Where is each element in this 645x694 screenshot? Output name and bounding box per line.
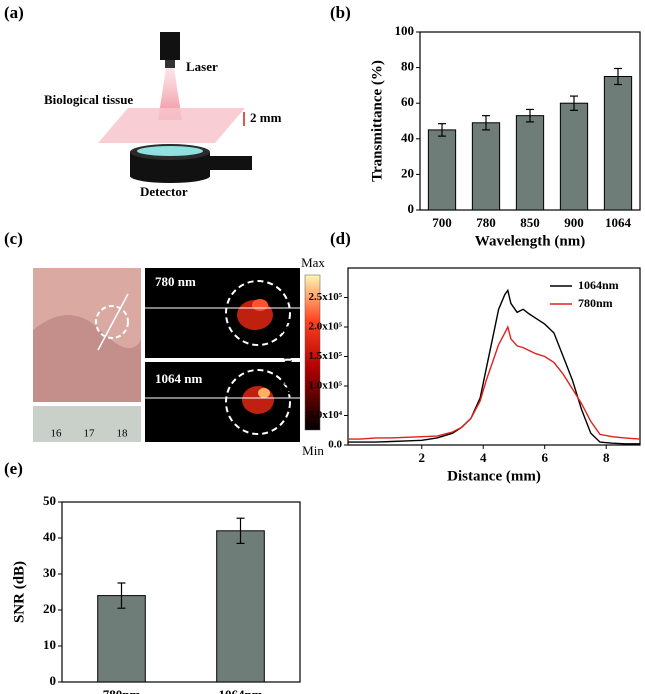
image-label: 1064 nm	[155, 371, 202, 386]
x-axis-label: Wavelength (nm)	[475, 233, 585, 249]
x-tick-label: 2	[419, 450, 426, 465]
y-tick-label: 0.0	[328, 439, 342, 451]
y-tick-label: 80	[401, 59, 414, 74]
y-axis-label: PA Intensity	[279, 317, 295, 396]
y-tick-label: 10	[43, 637, 56, 652]
x-tick-label: 780	[476, 215, 496, 230]
pa-image-780	[145, 268, 300, 358]
y-axis-label: SNR (dB)	[11, 561, 27, 623]
laser-nozzle	[165, 60, 175, 68]
signal	[258, 388, 270, 398]
legend-label: 1064nm	[578, 278, 619, 292]
laser-beam	[158, 68, 182, 120]
x-tick-label: 1064	[605, 215, 632, 230]
roi-circle	[225, 369, 291, 435]
x-tick-label: 8	[603, 450, 610, 465]
colorbar-max: Max	[301, 255, 325, 270]
bar	[603, 76, 633, 211]
y-tick-label: 40	[401, 130, 414, 145]
signal	[242, 386, 274, 414]
x-tick-label: 4	[480, 450, 487, 465]
x-axis-label: Distance (mm)	[447, 468, 541, 484]
scan-line	[97, 293, 129, 351]
x-tick-label: 1064nm	[218, 687, 262, 694]
y-tick-label: 5.0x10⁴	[308, 409, 342, 421]
y-tick-label: 0	[408, 201, 415, 216]
bar	[97, 595, 146, 683]
bar	[471, 122, 501, 211]
panel-label: (b)	[330, 3, 351, 22]
image-label: 780 nm	[155, 274, 196, 289]
detector-window	[137, 146, 203, 156]
tissue-label: Biological tissue	[44, 92, 133, 107]
ruler-tick: 17	[84, 428, 96, 440]
roi-circle	[225, 280, 291, 346]
x-tick-label: 6	[541, 450, 548, 465]
colorbar-min: Min	[302, 443, 324, 458]
y-tick-label: 2.0x10⁵	[308, 321, 342, 333]
bar	[515, 115, 545, 211]
colorbar	[304, 274, 321, 431]
detector-label: Detector	[140, 184, 188, 199]
detector-arm	[208, 156, 252, 170]
y-tick-label: 60	[401, 94, 414, 109]
roi-circle	[95, 305, 129, 339]
laser-head	[160, 32, 180, 60]
y-tick-label: 100	[395, 23, 415, 38]
panel-label: (c)	[4, 229, 23, 248]
legend-label: 780nm	[578, 296, 613, 310]
ruler-tick: 18	[117, 428, 129, 440]
detector-base	[130, 169, 210, 183]
series-line	[348, 288, 640, 445]
y-tick-label: 1.5x10⁵	[308, 350, 342, 362]
panel-label: (e)	[4, 459, 23, 478]
ruler-tick: 16	[51, 428, 63, 440]
x-tick-label: 780nm	[103, 687, 141, 694]
x-tick-label: 850	[520, 215, 540, 230]
ruler	[33, 406, 141, 442]
y-tick-label: 2.5x10⁵	[308, 291, 342, 303]
y-tick-label: 0	[50, 673, 57, 688]
bar	[216, 530, 265, 683]
panel-label: (a)	[4, 3, 24, 22]
plot-frame	[61, 501, 301, 683]
panel-label: (d)	[330, 229, 351, 248]
y-tick-label: 40	[43, 529, 56, 544]
y-tick-label: 30	[43, 565, 56, 580]
y-tick-label: 20	[43, 601, 56, 616]
y-tick-label: 20	[401, 165, 414, 180]
tissue	[98, 108, 245, 143]
laser-label: Laser	[186, 59, 218, 74]
bar	[559, 102, 589, 211]
y-axis-label: Transmittance (%)	[369, 60, 385, 182]
thickness-label: 2 mm	[250, 110, 282, 125]
y-tick-label: 50	[43, 493, 56, 508]
y-tick-label: 1.0x10⁵	[308, 380, 342, 392]
series-line	[348, 325, 641, 440]
signal	[252, 299, 268, 311]
x-tick-label: 900	[564, 215, 584, 230]
mouse-shading	[33, 315, 141, 402]
bar	[427, 129, 457, 211]
x-tick-label: 700	[432, 215, 452, 230]
